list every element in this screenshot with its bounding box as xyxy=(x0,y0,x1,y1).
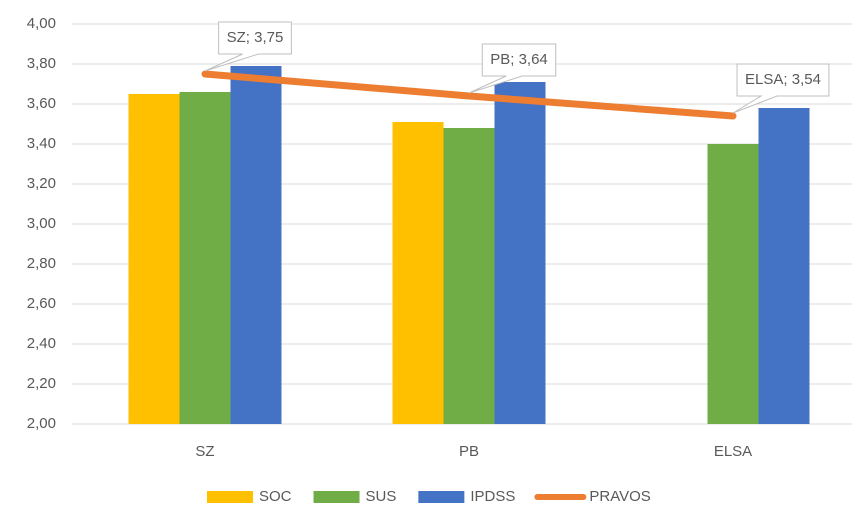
data-label-callout: SZ; 3,75 xyxy=(204,21,292,72)
bar xyxy=(230,66,282,424)
y-tick-label: 2,20 xyxy=(27,375,56,392)
callout-box xyxy=(468,43,557,94)
y-tick-label: 2,60 xyxy=(27,295,56,312)
data-label: SZ; 3,75 xyxy=(227,29,284,46)
bar xyxy=(707,144,759,424)
data-label-callout: ELSA; 3,54 xyxy=(732,63,830,114)
callout-box xyxy=(732,63,830,114)
y-tick-label: 4,00 xyxy=(27,15,56,32)
legend-swatch xyxy=(207,491,253,503)
data-label: PB; 3,64 xyxy=(490,51,548,68)
legend-label: IPDSS xyxy=(470,488,515,505)
legend-swatch xyxy=(313,491,360,503)
y-tick-label: 3,00 xyxy=(27,215,56,232)
x-tick-label: SZ xyxy=(195,443,214,460)
bar xyxy=(443,128,495,424)
bar xyxy=(179,92,231,424)
y-tick-label: 3,60 xyxy=(27,95,56,112)
legend-label: PRAVOS xyxy=(589,488,650,505)
bar xyxy=(494,82,546,424)
callout-box xyxy=(204,21,292,72)
y-tick-label: 2,40 xyxy=(27,335,56,352)
bar xyxy=(128,94,180,424)
x-tick-label: ELSA xyxy=(714,443,752,460)
data-label-callout: PB; 3,64 xyxy=(468,43,557,94)
bar xyxy=(758,108,810,424)
legend-label: SUS xyxy=(366,488,397,505)
y-tick-label: 3,80 xyxy=(27,55,56,72)
y-tick-label: 3,40 xyxy=(27,135,56,152)
line xyxy=(201,70,737,120)
x-tick-label: PB xyxy=(459,443,479,460)
data-label: ELSA; 3,54 xyxy=(745,71,821,88)
y-tick-label: 3,20 xyxy=(27,175,56,192)
legend-swatch xyxy=(418,491,465,503)
legend-label: SOC xyxy=(259,488,292,505)
bar xyxy=(392,122,444,424)
y-tick-label: 2,00 xyxy=(27,415,56,432)
y-tick-label: 2,80 xyxy=(27,255,56,272)
